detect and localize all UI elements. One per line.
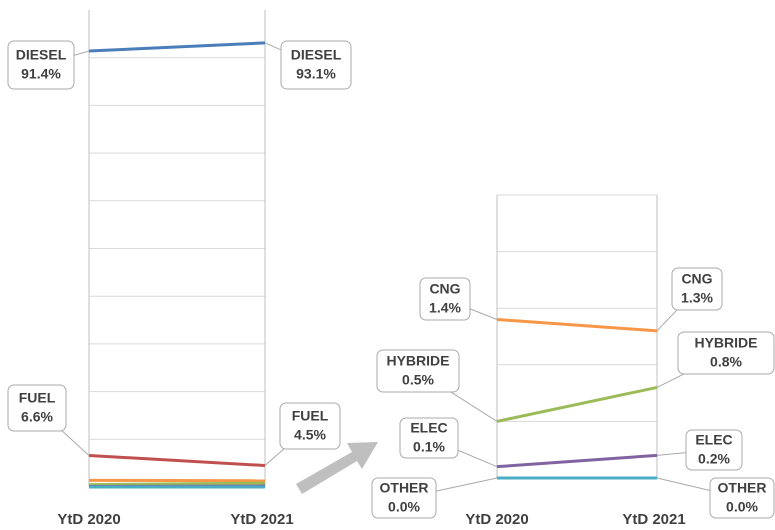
callout-box (279, 402, 341, 450)
data-label: 0.0% (726, 499, 758, 515)
series-name-label: ELEC (695, 432, 732, 448)
callout-box (677, 331, 775, 375)
data-label: 0.5% (402, 372, 434, 388)
data-label: 0.1% (413, 439, 445, 455)
callout-box (671, 267, 723, 311)
data-label: 1.3% (681, 290, 713, 306)
callout-box (7, 384, 67, 432)
callout-box (399, 417, 459, 459)
zoom-arrow (296, 442, 378, 494)
x-tick-label: YtD 2020 (57, 511, 120, 528)
data-label: 4.5% (294, 427, 326, 443)
series-line (496, 385, 658, 423)
x-tick-label: YtD 2021 (230, 511, 293, 528)
series-line (496, 318, 658, 333)
callout-box (280, 40, 352, 90)
series-name-label: HYBRIDE (694, 335, 757, 351)
data-label: 0.0% (388, 499, 420, 515)
x-tick-label: YtD 2021 (622, 511, 685, 528)
series-name-label: FUEL (292, 408, 329, 424)
data-label: 6.6% (21, 409, 53, 425)
callout-box (376, 349, 460, 393)
series-line (88, 454, 266, 468)
series-name-label: OTHER (380, 480, 429, 496)
callout-box (709, 477, 775, 519)
series-name-label: CNG (429, 281, 460, 297)
series-name-label: OTHER (718, 480, 767, 496)
callout-box (685, 429, 743, 471)
series-name-label: ELEC (410, 420, 447, 436)
series-name-label: CNG (681, 271, 712, 287)
series-name-label: FUEL (19, 390, 56, 406)
x-tick-label: YtD 2020 (465, 511, 528, 528)
callout-box (371, 477, 437, 519)
series-name-label: DIESEL (16, 47, 67, 63)
data-label: 93.1% (296, 66, 336, 82)
callout-box (7, 40, 75, 90)
series-line (88, 41, 266, 53)
series-name-label: DIESEL (291, 47, 342, 63)
callout-box (419, 277, 471, 321)
data-label: 1.4% (429, 300, 461, 316)
series-line (88, 481, 266, 487)
data-label: 91.4% (21, 66, 61, 82)
series-name-label: HYBRIDE (386, 353, 449, 369)
data-label: 0.8% (710, 354, 742, 370)
series-line (496, 453, 658, 469)
data-label: 0.2% (698, 451, 730, 467)
